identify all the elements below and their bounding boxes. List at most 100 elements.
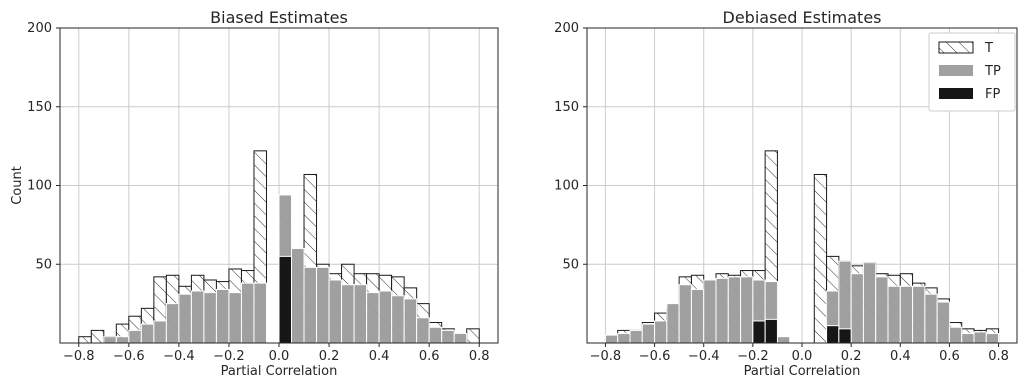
legend-swatch-t xyxy=(938,41,974,54)
tp-bar-texture xyxy=(429,327,442,343)
fp-bar xyxy=(838,328,852,344)
x-tick-label: −0.6 xyxy=(113,349,145,364)
tp-bar-texture xyxy=(228,292,242,343)
tp-bar-texture xyxy=(961,333,974,343)
tp-bar-texture xyxy=(703,280,716,343)
chart-biased-estimates: −0.8 −0.6 −0.4 −0.2 0.0 0.2 0.4 0.6 0.8 50 100 150 2… xyxy=(10,8,499,378)
tp-bar-texture xyxy=(888,286,901,343)
legend-item-fp: FP xyxy=(939,87,1000,102)
legend-label: T xyxy=(984,41,993,56)
y-tick-label: 50 xyxy=(35,257,52,272)
tp-bar-texture xyxy=(316,267,330,343)
x-tick-label: 0.8 xyxy=(988,349,1009,364)
tp-bar-texture xyxy=(216,289,229,343)
tp-bar-texture xyxy=(454,333,467,343)
fp-bar xyxy=(826,325,840,344)
chart-title: Biased Estimates xyxy=(210,8,348,27)
legend-label: FP xyxy=(985,87,1000,102)
x-tick-label: −0.2 xyxy=(213,349,245,364)
y-tick-label: 100 xyxy=(554,179,579,194)
tp-bar-texture xyxy=(141,324,154,343)
x-tick-label: 0.0 xyxy=(792,349,813,364)
x-tick-label: 0.2 xyxy=(319,349,340,364)
tp-bar-texture xyxy=(291,248,305,343)
x-tick-label: 0.4 xyxy=(890,349,911,364)
tp-bar-texture xyxy=(354,284,367,343)
bars xyxy=(604,150,1000,344)
x-tick-label: −0.8 xyxy=(63,349,95,364)
y-tick-label: 50 xyxy=(562,257,579,272)
tp-bar-texture xyxy=(986,333,999,343)
tp-bar-texture xyxy=(617,333,630,343)
x-tick-label: 0.0 xyxy=(269,349,290,364)
tp-bar-texture xyxy=(863,262,876,343)
legend-item-tp: TP xyxy=(939,64,1001,79)
x-tick-label: −0.6 xyxy=(639,349,671,364)
y-axis: 50 100 150 200 xyxy=(27,21,60,272)
x-tick-label: 0.6 xyxy=(419,349,440,364)
tp-bar-texture xyxy=(379,291,392,343)
x-tick-label: −0.8 xyxy=(590,349,622,364)
tp-bar-texture xyxy=(116,336,129,343)
tp-bar-texture xyxy=(166,303,179,343)
chart-debiased-estimates: −0.8 −0.6 −0.4 −0.2 0.0 0.2 0.4 0.6 0.8 50 100 150 2… xyxy=(554,8,1018,378)
tp-bar-texture xyxy=(900,286,913,343)
tp-bar-texture xyxy=(103,336,117,343)
tp-bar-texture xyxy=(777,336,790,343)
tp-bar-texture xyxy=(191,291,204,343)
y-axis: 50 100 150 200 xyxy=(554,21,587,272)
x-axis-label: Partial Correlation xyxy=(221,364,338,378)
y-tick-label: 150 xyxy=(554,100,579,115)
tp-bar-texture xyxy=(728,276,741,343)
tp-bar-texture xyxy=(404,298,417,343)
tp-bar-texture xyxy=(666,303,680,343)
fp-bar xyxy=(752,320,766,344)
tp-bar-texture xyxy=(642,324,655,343)
y-axis-label: Count xyxy=(10,166,25,205)
tp-bar-texture xyxy=(851,273,864,343)
tp-bar-texture xyxy=(654,320,667,343)
tp-bar-texture xyxy=(153,320,167,343)
x-axis: −0.8 −0.6 −0.4 −0.2 0.0 0.2 0.4 0.6 0.8 xyxy=(63,343,490,364)
fp-bar xyxy=(278,255,293,344)
tp-bar-texture xyxy=(875,276,888,343)
x-tick-label: 0.4 xyxy=(369,349,390,364)
y-tick-label: 200 xyxy=(554,21,579,36)
tp-bar-texture xyxy=(441,330,455,343)
tp-bar-texture xyxy=(241,283,254,343)
tp-bar-texture xyxy=(416,317,430,343)
tp-bar-texture xyxy=(716,278,729,343)
x-tick-label: −0.4 xyxy=(163,349,195,364)
tp-bar-texture xyxy=(128,330,142,343)
x-tick-label: 0.8 xyxy=(469,349,490,364)
tp-bar-texture xyxy=(838,261,852,343)
t-bar xyxy=(466,328,480,344)
legend: T TP FP xyxy=(928,32,1016,112)
tp-bar-texture xyxy=(178,294,192,343)
y-tick-label: 200 xyxy=(27,21,52,36)
tp-bar-texture xyxy=(912,286,925,343)
t-bar xyxy=(813,173,828,344)
tp-bar-texture xyxy=(679,284,692,343)
legend-swatch xyxy=(939,65,973,76)
tp-bar-texture xyxy=(630,330,643,343)
tp-bar-texture xyxy=(253,283,267,343)
tp-bar-texture xyxy=(740,276,753,343)
y-tick-label: 100 xyxy=(27,179,52,194)
fp-bar xyxy=(764,318,778,344)
x-tick-label: −0.4 xyxy=(688,349,720,364)
legend-swatch xyxy=(939,88,973,99)
tp-bar-texture xyxy=(605,335,618,343)
t-bar xyxy=(78,336,92,344)
tp-bar-texture xyxy=(341,284,355,343)
x-tick-label: −0.2 xyxy=(737,349,769,364)
t-bar xyxy=(90,329,105,344)
tp-bar-texture xyxy=(937,302,950,343)
x-tick-label: 0.6 xyxy=(939,349,960,364)
tp-bar-texture xyxy=(949,327,962,343)
tp-bar-texture xyxy=(329,280,342,343)
tp-bar-texture xyxy=(391,295,405,343)
tp-bar-texture xyxy=(304,267,317,343)
y-tick-label: 150 xyxy=(27,100,52,115)
